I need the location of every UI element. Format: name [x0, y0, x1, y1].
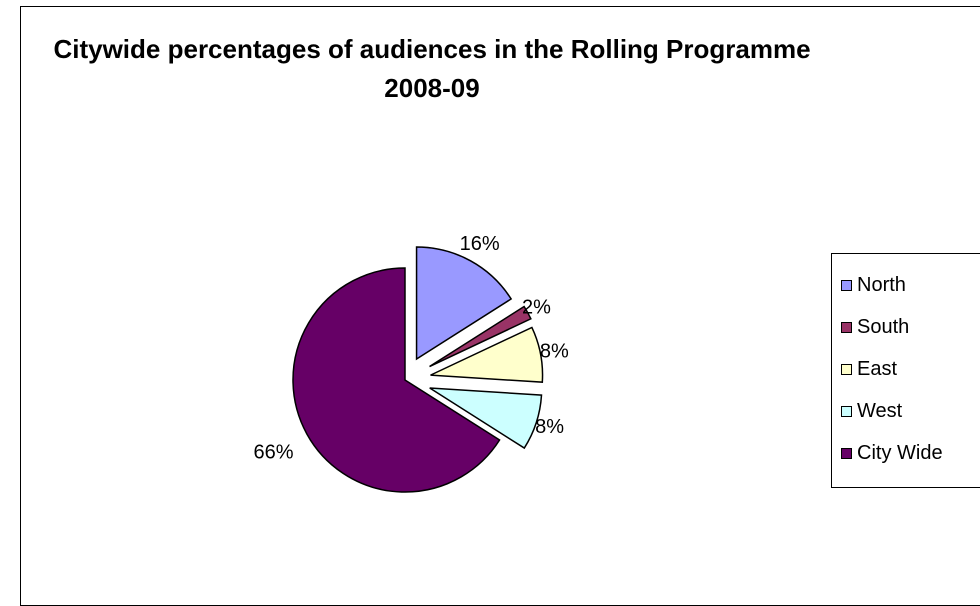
chart-title: Citywide percentages of audiences in the…	[53, 34, 811, 103]
legend-label-west: West	[857, 399, 903, 422]
data-label-city-wide: 66%	[254, 441, 294, 463]
legend-item-east: East	[841, 357, 897, 381]
legend-item-north: North	[841, 273, 906, 297]
data-label-west: 8%	[535, 416, 564, 438]
legend-swatch-south	[841, 321, 852, 333]
legend-swatch-east	[841, 363, 852, 375]
pie-chart: 16% 2% 8% 8% 66%	[254, 233, 569, 493]
legend-label-south: South	[857, 315, 910, 338]
pie-slice-east	[430, 326, 544, 383]
pie-slice-west	[429, 387, 543, 450]
legend: North South East West City Wide	[831, 253, 980, 488]
legend-swatch-north	[841, 279, 852, 291]
legend-swatch-city-wide	[841, 447, 852, 459]
legend-label-north: North	[857, 273, 906, 296]
pie-slice-north	[415, 246, 513, 361]
data-label-south: 2%	[522, 297, 551, 319]
legend-label-city-wide: City Wide	[857, 441, 943, 464]
legend-item-city-wide: City Wide	[841, 441, 943, 465]
pie-slice-city-wide	[292, 267, 501, 493]
pie-slice-south	[429, 305, 532, 368]
data-label-north: 16%	[460, 233, 500, 255]
data-label-east: 8%	[540, 341, 569, 363]
legend-item-south: South	[841, 315, 909, 339]
legend-label-east: East	[857, 357, 898, 380]
legend-item-west: West	[841, 399, 902, 423]
legend-swatch-west	[841, 405, 852, 417]
